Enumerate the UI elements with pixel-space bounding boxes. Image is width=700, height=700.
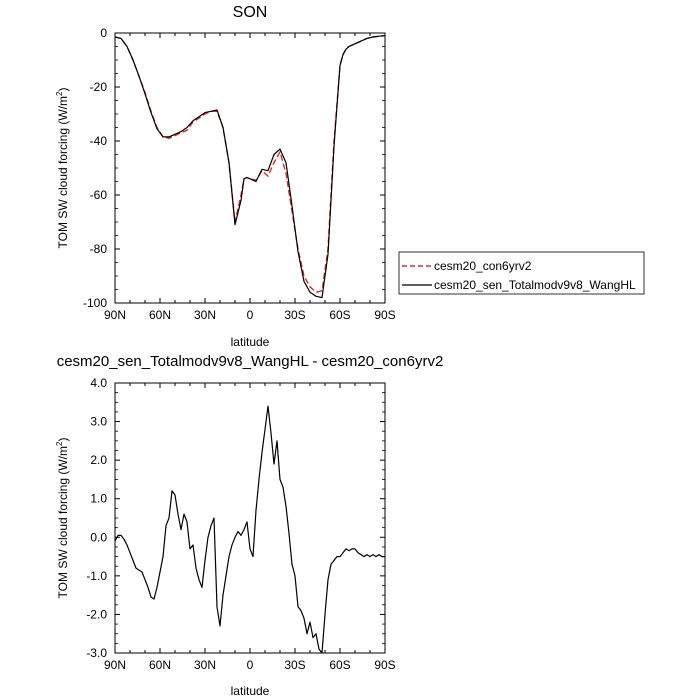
y-tick-label: 4.0 [90, 376, 107, 390]
bottom-y-label-tail: ) [56, 438, 70, 442]
top-x-label: latitude [231, 335, 270, 349]
x-tick-label: 60N [149, 308, 171, 322]
y-tick-label: 2.0 [90, 453, 107, 467]
legend-frame [398, 251, 645, 295]
top-y-label: TOM SW cloud forcing (W/m2) [55, 88, 70, 249]
top-plot-frame [114, 32, 386, 304]
x-tick-label: 90S [374, 308, 395, 322]
y-tick-label: -2.0 [86, 607, 107, 621]
x-tick-label: 60N [149, 658, 171, 672]
top-y-label-tail: ) [56, 88, 70, 92]
x-tick-label: 30S [284, 658, 305, 672]
x-tick-label: 30S [284, 308, 305, 322]
series-line-0 [114, 405, 385, 654]
x-tick-label: 90N [104, 308, 126, 322]
y-tick-label: -60 [90, 188, 108, 202]
y-tick-label: -3.0 [86, 646, 107, 660]
x-tick-label: 90N [104, 658, 126, 672]
y-tick-label: 0 [100, 26, 107, 40]
top-y-label-sup: 2 [55, 91, 64, 96]
series-line-0 [114, 35, 386, 293]
x-tick-label: 0 [247, 308, 254, 322]
bottom-series [114, 405, 385, 654]
bottom-y-label-main: TOM SW cloud forcing (W/m [56, 446, 70, 598]
bottom-panel: cesm20_sen_Totalmodv9v8_WangHL - cesm20_… [55, 353, 443, 698]
bottom-plot-frame [114, 382, 386, 654]
y-tick-label: -100 [83, 296, 107, 310]
top-y-label-main: TOM SW cloud forcing (W/m [56, 96, 70, 248]
y-tick-label: -40 [90, 134, 108, 148]
bottom-title: cesm20_sen_Totalmodv9v8_WangHL - cesm20_… [57, 353, 444, 370]
top-ticks: 90N 60N 30N 0 30S 60S 90S 0 -20 -40 -60 -80 -100 [83, 26, 396, 322]
bottom-y-label: TOM SW cloud forcing (W/m2) [55, 438, 70, 599]
bottom-ticks: 90N 60N 30N 0 30S 60S 90S 4.0 3.0 2.0 1.0 0.0 -1.0 -2… [86, 376, 395, 672]
x-tick-label: 90S [374, 658, 395, 672]
bottom-y-label-sup: 2 [55, 441, 64, 446]
y-tick-label: -80 [90, 242, 108, 256]
x-tick-label: 60S [329, 308, 350, 322]
y-tick-label: 3.0 [90, 415, 107, 429]
y-tick-label: 0.0 [90, 530, 107, 544]
top-legend: cesm20_con6yrv2 cesm20_sen_Totalmodv9v8_… [398, 251, 645, 295]
x-tick-label: 60S [329, 658, 350, 672]
top-panel: SON TOM SW cloud forcing (W/m2) latitude… [55, 4, 396, 349]
y-tick-label: 1.0 [90, 492, 107, 506]
x-tick-label: 0 [247, 658, 254, 672]
y-tick-label: -20 [90, 80, 108, 94]
y-tick-label: -1.0 [86, 569, 107, 583]
bottom-x-label: latitude [231, 684, 270, 698]
x-tick-label: 30N [194, 308, 216, 322]
legend-label-wanghl: cesm20_sen_Totalmodv9v8_WangHL [434, 278, 636, 292]
series-line-1 [114, 35, 386, 299]
top-title: SON [233, 4, 268, 21]
top-series [114, 35, 386, 299]
legend-label-con6yrv2: cesm20_con6yrv2 [434, 259, 532, 273]
x-tick-label: 30N [194, 658, 216, 672]
